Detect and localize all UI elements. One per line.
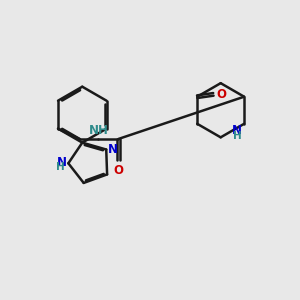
- Text: N: N: [232, 124, 242, 137]
- Text: O: O: [113, 164, 123, 177]
- Text: O: O: [216, 88, 226, 101]
- Text: H: H: [56, 162, 64, 172]
- Text: H: H: [233, 131, 242, 141]
- Text: N: N: [108, 143, 118, 156]
- Text: N: N: [57, 156, 67, 169]
- Text: NH: NH: [89, 124, 109, 136]
